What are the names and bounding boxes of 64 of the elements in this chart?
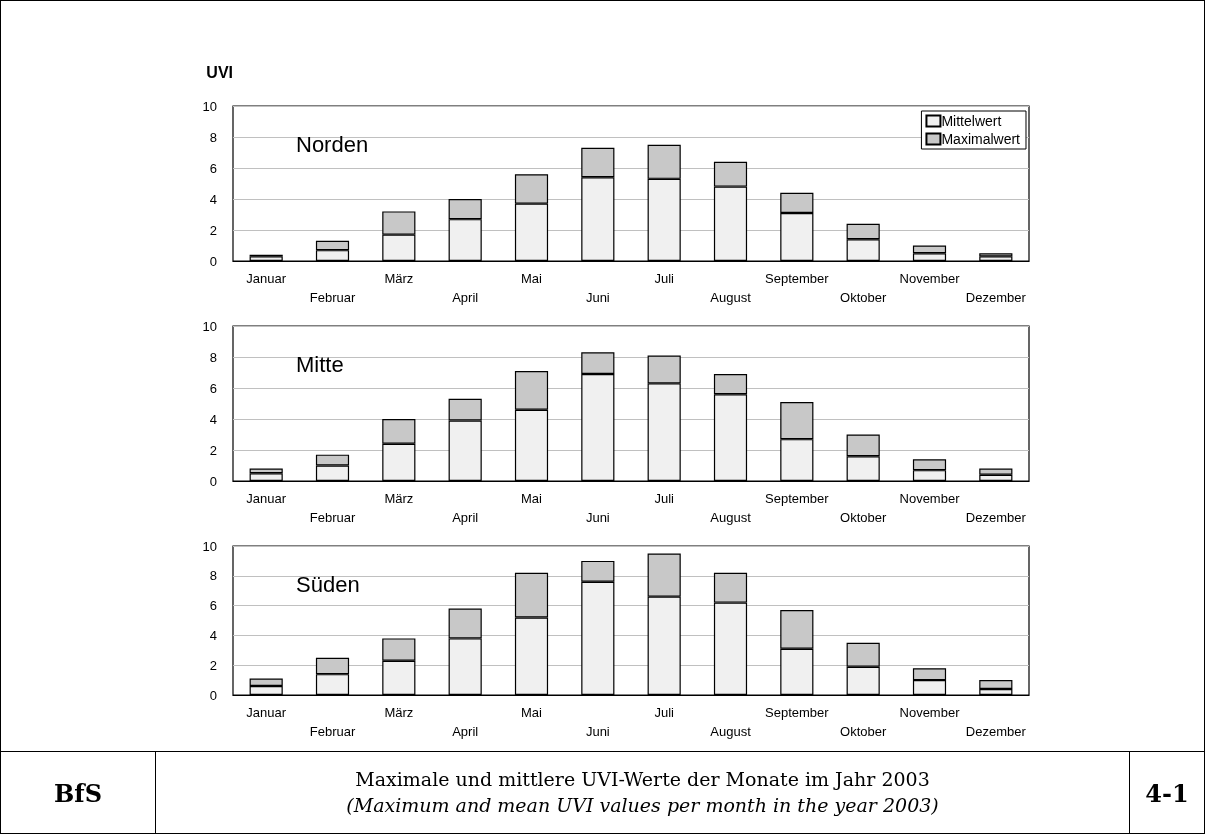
y-tick-label: 4: [209, 627, 217, 643]
x-tick-label: November: [899, 491, 961, 506]
x-tick-label: August: [710, 290, 752, 305]
text: Süden: [296, 571, 360, 597]
y-tick-label: 6: [209, 160, 217, 176]
text: BfS: [1, 752, 156, 834]
y-tick-label: 10: [202, 318, 217, 334]
x-tick-label: Mai: [521, 705, 543, 720]
text: (Maximum and mean UVI values per month in the year 2003): [346, 793, 939, 818]
x-tick-label: März: [384, 491, 414, 506]
x-tick-label: Dezember: [965, 724, 1027, 739]
x-tick-label: Dezember: [965, 510, 1027, 525]
y-tick-label: 2: [209, 442, 217, 458]
x-tick-label: Oktober: [840, 290, 887, 305]
text: Norden: [296, 131, 369, 157]
x-tick-label: April: [452, 290, 479, 305]
x-tick-label: Juni: [585, 510, 610, 525]
x-tick-label: Juni: [585, 290, 610, 305]
text: 4-1: [1144, 777, 1190, 810]
x-tick-label: Oktober: [840, 510, 887, 525]
y-tick-label: 0: [209, 687, 217, 703]
y-tick-label: 2: [209, 657, 217, 673]
x-tick-label: Dezember: [965, 290, 1027, 305]
text: Mitte: [296, 351, 344, 377]
x-tick-label: Januar: [246, 491, 287, 506]
y-tick-label: 6: [209, 380, 217, 396]
y-tick-label: 6: [209, 598, 217, 614]
x-tick-label: Juli: [654, 491, 675, 506]
y-tick-label: 0: [209, 253, 217, 269]
y-tick-label: 4: [209, 191, 217, 207]
text: Maximale und mittlere UVI-Werte der Monate im Jahr 2003: [355, 767, 930, 793]
y-axis-title: UVI: [206, 63, 233, 81]
x-tick-label: Oktober: [840, 724, 887, 739]
x-tick-label: Januar: [246, 271, 287, 286]
x-tick-label: April: [452, 724, 479, 739]
x-tick-label: Januar: [246, 705, 287, 720]
y-tick-label: 0: [209, 473, 217, 489]
x-tick-label: März: [384, 271, 414, 286]
x-tick-label: Juli: [654, 271, 675, 286]
y-tick-label: 8: [209, 349, 217, 365]
x-tick-label: September: [765, 271, 830, 286]
x-tick-label: August: [710, 510, 752, 525]
x-tick-label: Februar: [309, 290, 356, 305]
x-tick-label: September: [765, 705, 830, 720]
x-tick-label: März: [384, 705, 414, 720]
x-tick-label: Februar: [309, 724, 356, 739]
x-tick-label: April: [452, 510, 479, 525]
y-tick-label: 10: [202, 538, 217, 554]
x-tick-label: Mai: [521, 491, 543, 506]
x-tick-label: September: [765, 491, 830, 506]
y-tick-label: 2: [209, 222, 217, 238]
y-tick-label: 8: [209, 129, 217, 145]
y-tick-label: 10: [202, 98, 217, 114]
x-tick-label: November: [899, 271, 961, 286]
x-tick-label: Juni: [585, 724, 610, 739]
x-tick-label: August: [710, 724, 752, 739]
legend-label: Maximalwert: [941, 131, 1021, 147]
x-tick-label: Mai: [521, 271, 543, 286]
x-tick-label: Juli: [654, 705, 675, 720]
y-tick-label: 4: [209, 411, 217, 427]
x-tick-label: November: [899, 705, 961, 720]
y-tick-label: 8: [209, 568, 217, 584]
legend-label: Mittelwert: [941, 113, 1002, 129]
x-tick-label: Februar: [309, 510, 356, 525]
